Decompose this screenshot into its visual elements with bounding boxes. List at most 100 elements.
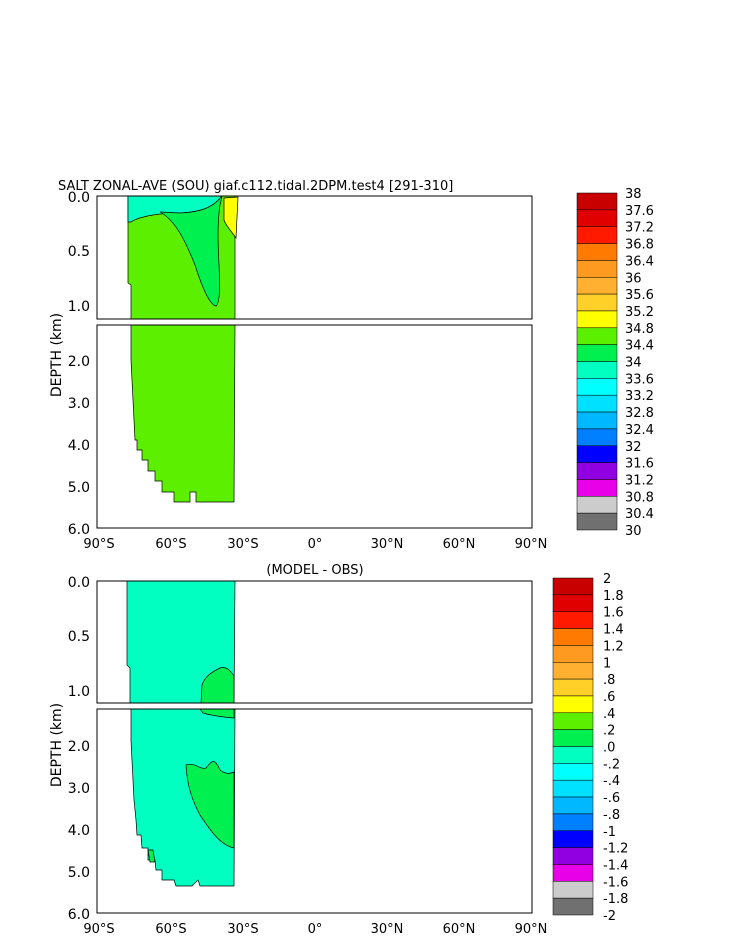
colorbar-swatch <box>576 462 618 480</box>
colorbar-swatch <box>552 779 594 798</box>
colorbar-swatch <box>576 394 618 413</box>
top-y-tick-3-0: 3.0 <box>68 396 90 412</box>
colorbar-label: 1 <box>603 656 611 671</box>
colorbar-label: 34.4 <box>625 339 654 354</box>
top-x-tick-90s: 90°S <box>83 537 114 552</box>
bottom-lower-fill-green-bottom <box>147 849 156 863</box>
colorbar-label: 1.8 <box>603 589 624 604</box>
top-upper-frame <box>96 195 533 320</box>
colorbar-label: 31.6 <box>625 457 654 472</box>
bottom-upper-panel <box>96 580 533 704</box>
colorbar-swatch <box>552 830 594 848</box>
colorbar-label: -.8 <box>603 808 620 823</box>
top-y-tick-4-0: 4.0 <box>68 438 90 454</box>
top-y-tick-0-5: 0.5 <box>68 244 90 260</box>
colorbar-swatch <box>552 611 594 629</box>
colorbar-swatch <box>552 796 594 815</box>
colorbar-swatch <box>552 577 594 596</box>
top-title: SALT ZONAL-AVE (SOU) giaf.c112.tidal.2DP… <box>58 179 453 194</box>
colorbar-swatch <box>576 209 618 227</box>
top-colorbar: 3837.637.236.836.43635.635.234.834.43433… <box>576 187 654 539</box>
colorbar-label: 32.4 <box>625 423 654 438</box>
colorbar-swatch <box>552 763 594 781</box>
bottom-x-tick-60s: 60°S <box>155 922 186 937</box>
colorbar-label: .4 <box>603 707 615 722</box>
colorbar-label: .8 <box>603 673 615 688</box>
colorbar-label: 1.4 <box>603 623 624 638</box>
colorbar-label: 2 <box>603 572 611 587</box>
top-y-ticks: 0.0 0.5 1.0 2.0 3.0 4.0 5.0 6.0 <box>68 190 90 538</box>
colorbar-swatch <box>576 512 618 531</box>
bottom-colorbar: 21.81.61.41.21.8.6.4.2.0-.2-.4-.6-.8-1-1… <box>552 572 628 924</box>
colorbar-label: 30.8 <box>625 490 654 505</box>
top-x-ticks: 90°S 60°S 30°S 0° 30°N 60°N 90°N <box>83 537 547 552</box>
colorbar-swatch <box>552 662 594 680</box>
bottom-y-ticks: 0.0 0.5 1.0 2.0 3.0 4.0 5.0 6.0 <box>68 575 90 923</box>
colorbar-swatch <box>552 645 594 663</box>
bottom-lower-fill-green-mid <box>185 761 235 849</box>
colorbar-label: 1.2 <box>603 639 624 654</box>
top-x-tick-30s: 30°S <box>227 537 258 552</box>
colorbar-swatch <box>552 897 594 916</box>
top-x-tick-60n: 60°N <box>443 537 476 552</box>
colorbar-label: -1.6 <box>603 875 628 890</box>
colorbar-label: 32.8 <box>625 406 654 421</box>
bottom-y-tick-5-0: 5.0 <box>68 865 90 881</box>
colorbar-label: 36 <box>625 271 642 286</box>
bottom-x-ticks: 90°S 60°S 30°S 0° 30°N 60°N 90°N <box>83 922 547 937</box>
colorbar-swatch <box>576 327 618 345</box>
top-upper-fill-green-inner <box>159 195 223 307</box>
colorbar-label: 35.6 <box>625 288 654 303</box>
bottom-y-tick-0-5: 0.5 <box>68 629 90 645</box>
colorbar-label: 33.6 <box>625 372 654 387</box>
colorbar-swatch <box>576 192 618 211</box>
top-x-tick-30n: 30°N <box>371 537 404 552</box>
bottom-upper-frame <box>96 580 533 704</box>
colorbar-swatch <box>552 864 594 882</box>
colorbar-swatch <box>552 729 594 747</box>
colorbar-label: .2 <box>603 724 615 739</box>
colorbar-label: 37.6 <box>625 204 654 219</box>
colorbar-swatch <box>576 310 618 329</box>
colorbar-label: -2 <box>603 909 616 924</box>
colorbar-swatch <box>576 260 618 278</box>
colorbar-label: .6 <box>603 690 615 705</box>
colorbar-swatch <box>576 411 618 430</box>
bottom-y-tick-4-0: 4.0 <box>68 823 90 839</box>
colorbar-swatch <box>576 428 618 446</box>
bottom-x-tick-90n: 90°N <box>515 922 548 937</box>
bottom-lower-fill-green-top <box>199 708 235 719</box>
colorbar-swatch <box>576 361 618 379</box>
top-plot: SALT ZONAL-AVE (SOU) giaf.c112.tidal.2DP… <box>49 179 654 552</box>
colorbar-label: -1.2 <box>603 842 628 857</box>
colorbar-label: 31.2 <box>625 473 654 488</box>
colorbar-swatch <box>576 445 618 463</box>
top-y-tick-6-0: 6.0 <box>68 522 90 538</box>
bottom-y-tick-3-0: 3.0 <box>68 781 90 797</box>
colorbar-label: 35.2 <box>625 305 654 320</box>
colorbar-label: 38 <box>625 187 642 202</box>
colorbar-swatch <box>552 628 594 646</box>
colorbar-label: 36.4 <box>625 254 654 269</box>
colorbar-label: 30 <box>625 524 642 539</box>
bottom-y-axis-label: DEPTH (km) <box>49 703 65 787</box>
bottom-y-tick-2-0: 2.0 <box>68 739 90 755</box>
colorbar-swatch <box>552 695 594 714</box>
colorbar-label: 1.6 <box>603 606 624 621</box>
colorbar-swatch <box>576 378 618 396</box>
bottom-x-tick-90s: 90°S <box>83 922 114 937</box>
top-upper-fill-yellow <box>223 196 239 240</box>
colorbar-swatch <box>552 594 594 612</box>
colorbar-swatch <box>576 243 618 261</box>
colorbar-label: 36.8 <box>625 238 654 253</box>
colorbar-swatch <box>552 712 594 730</box>
top-y-tick-2-0: 2.0 <box>68 354 90 370</box>
bottom-y-tick-6-0: 6.0 <box>68 907 90 923</box>
colorbar-label: .0 <box>603 741 615 756</box>
top-x-tick-0: 0° <box>308 537 323 552</box>
colorbar-label: 33.2 <box>625 389 654 404</box>
colorbar-label: 32 <box>625 440 642 455</box>
bottom-x-tick-0: 0° <box>308 922 323 937</box>
colorbar-swatch <box>552 813 594 832</box>
top-y-tick-5-0: 5.0 <box>68 480 90 496</box>
